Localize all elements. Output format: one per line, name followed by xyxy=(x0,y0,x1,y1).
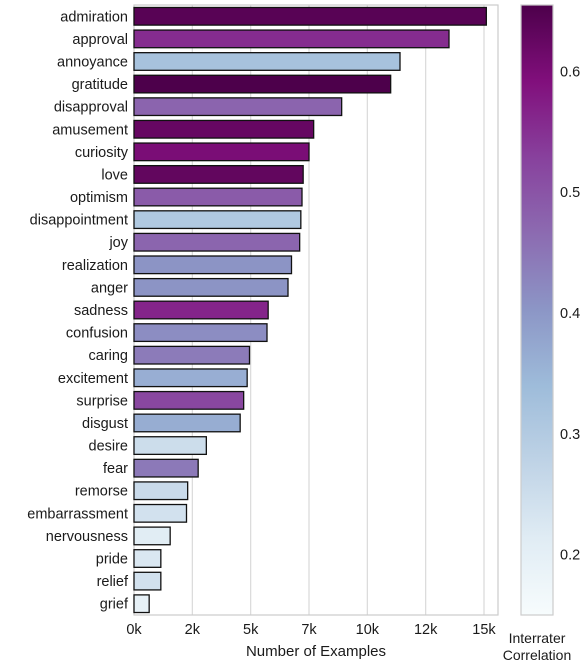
category-label: pride xyxy=(96,552,128,568)
category-label: confusion xyxy=(66,326,128,342)
category-label: surprise xyxy=(76,393,128,409)
bar-nervousness xyxy=(133,526,171,546)
bar-curiosity xyxy=(133,142,310,162)
category-label: realization xyxy=(62,258,128,274)
colorbar-title-line-2: Correlation xyxy=(503,647,571,663)
category-label: disgust xyxy=(82,416,128,432)
colorbar-gradient xyxy=(521,5,553,615)
category-label: disappointment xyxy=(30,213,128,229)
colorbar-ticks: 0.2 0.3 0.4 0.5 0.6 xyxy=(560,64,580,563)
colorbar-title-line-1: Interrater xyxy=(509,630,566,646)
bar-remorse xyxy=(133,481,189,501)
colorbar xyxy=(520,4,554,616)
x-tick-label: 7k xyxy=(301,622,317,638)
category-label: love xyxy=(101,167,128,183)
bar-gratitude xyxy=(133,74,392,94)
colorbar-tick-label: 0.2 xyxy=(560,548,580,564)
category-label: relief xyxy=(97,574,129,590)
x-tick-label: 5k xyxy=(243,622,259,638)
category-label: fear xyxy=(103,461,128,477)
bar-disapproval xyxy=(133,97,343,117)
colorbar-frame xyxy=(520,4,554,616)
category-labels: admiration approval annoyance gratitude disa… xyxy=(27,9,129,612)
category-label: excitement xyxy=(58,371,128,387)
bar-realization xyxy=(133,255,293,275)
category-label: grief xyxy=(100,597,129,613)
bar-caring xyxy=(133,345,251,365)
category-label: nervousness xyxy=(46,529,128,545)
x-tick-label: 12k xyxy=(414,622,438,638)
x-tick-label: 2k xyxy=(185,622,201,638)
category-label: anger xyxy=(91,280,128,296)
bar-admiration xyxy=(133,6,487,26)
category-label: remorse xyxy=(75,484,128,500)
category-label: desire xyxy=(89,439,129,455)
colorbar-tick-label: 0.6 xyxy=(560,64,580,80)
bar-relief xyxy=(133,571,162,591)
category-label: approval xyxy=(72,32,128,48)
bar-desire xyxy=(133,436,207,456)
x-tick-label: 15k xyxy=(472,622,496,638)
colorbar-tick-label: 0.3 xyxy=(560,427,580,443)
category-label: sadness xyxy=(74,303,128,319)
bar-annoyance xyxy=(133,52,401,71)
category-label: joy xyxy=(108,235,128,251)
bar-anger xyxy=(133,277,289,297)
bar-joy xyxy=(133,232,301,252)
colorbar-tick-label: 0.4 xyxy=(560,306,580,322)
category-label: annoyance xyxy=(57,54,128,70)
bar-pride xyxy=(133,549,162,568)
bar-grief xyxy=(133,594,150,614)
category-label: gratitude xyxy=(72,77,128,93)
bars xyxy=(133,6,487,614)
category-label: optimism xyxy=(70,190,128,206)
category-label: admiration xyxy=(60,9,128,25)
bar-love xyxy=(133,164,304,184)
colorbar-tick-label: 0.5 xyxy=(560,185,580,201)
bar-approval xyxy=(133,29,450,49)
x-axis-title: Number of Examples xyxy=(246,643,386,660)
bar-excitement xyxy=(133,368,248,388)
x-axis-ticks: 0k 2k 5k 7k 10k 12k 15k xyxy=(126,622,496,638)
bar-disgust xyxy=(133,413,241,433)
bar-amusement xyxy=(133,119,315,139)
bar-disappointment xyxy=(133,210,302,230)
bar-fear xyxy=(133,458,199,478)
category-label: embarrassment xyxy=(27,506,128,522)
x-tick-label: 10k xyxy=(356,622,380,638)
bar-optimism xyxy=(133,187,303,207)
bar-sadness xyxy=(133,300,269,320)
category-label: curiosity xyxy=(75,145,129,161)
bar-confusion xyxy=(133,323,268,343)
bar-surprise xyxy=(133,390,245,410)
category-label: amusement xyxy=(52,122,128,138)
bar-embarrassment xyxy=(133,503,188,523)
category-label: disapproval xyxy=(54,100,128,116)
category-label: caring xyxy=(89,348,129,364)
x-tick-label: 0k xyxy=(126,622,142,638)
